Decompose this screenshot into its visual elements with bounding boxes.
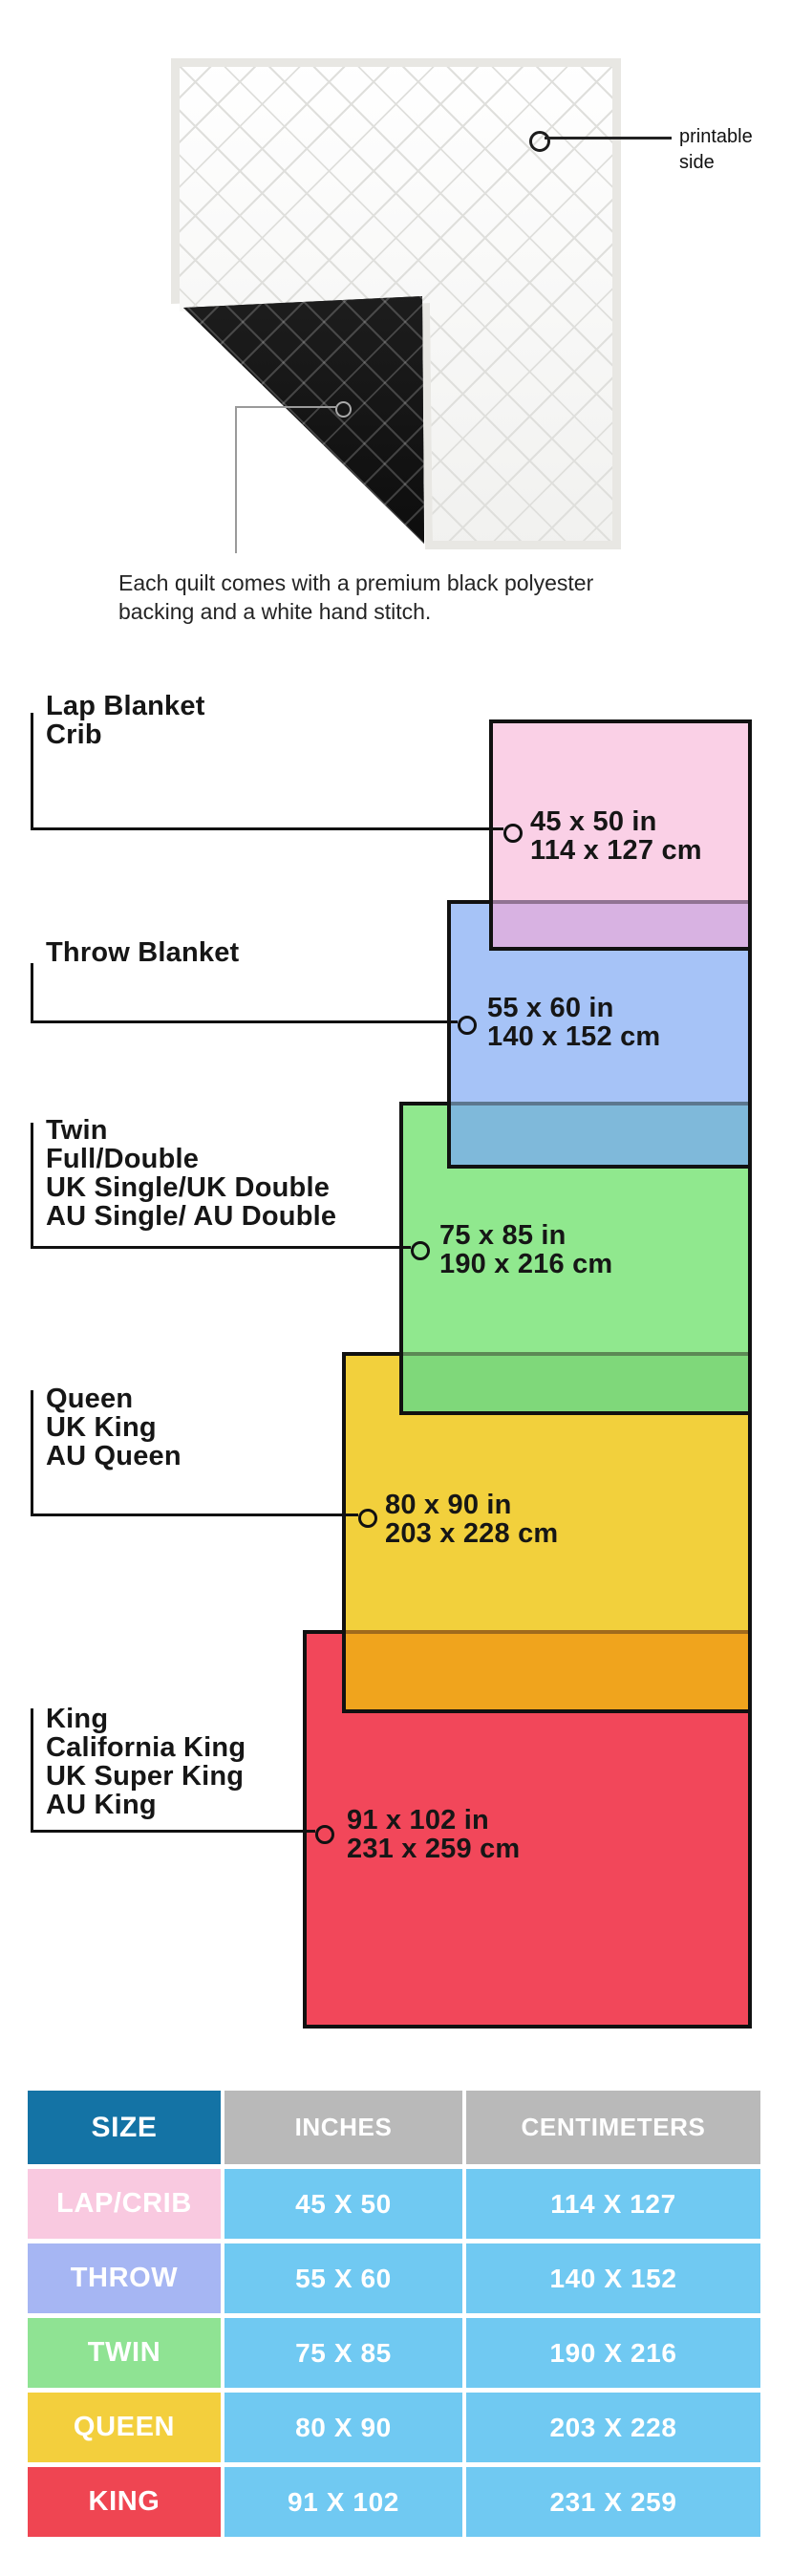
table-header-inches: INCHES [224,2091,462,2164]
leader-hline-throw [31,1020,458,1023]
black-backing-leader-line-horizontal [236,406,337,408]
dims-queen-cm: 203 x 228 cm [385,1518,559,1549]
label-lap-crib-line2: Crib [46,719,102,750]
table-row-queen-size: QUEEN [28,2393,221,2462]
overlap-band-pink-over-blue [493,900,748,947]
label-king-line1: King [46,1704,109,1734]
dims-throw-inches: 55 x 60 in [487,993,614,1023]
label-throw: Throw Blanket [46,938,239,967]
dims-lap-crib: 45 x 50 in 114 x 127 cm [530,807,702,865]
label-king-line4: AU King [46,1790,157,1820]
table-header-size: SIZE [28,2091,221,2164]
label-queen: Queen UK King AU Queen [46,1385,182,1470]
leader-hline-king [31,1830,315,1833]
dims-throw-cm: 140 x 152 cm [487,1021,661,1052]
table-row-queen-cm: 203 X 228 [466,2393,760,2462]
leader-circle-throw-icon [458,1016,477,1035]
dims-king-cm: 231 x 259 cm [347,1834,521,1864]
leader-circle-queen-icon [358,1509,377,1528]
black-backing-leader-line-vertical [235,406,237,553]
label-twin-line4: AU Single/ AU Double [46,1201,337,1232]
printable-side-label-line2: side [679,152,715,173]
size-table: SIZE INCHES CENTIMETERS LAP/CRIB 45 X 50… [28,2091,760,2537]
leader-vline-king [31,1708,33,1832]
label-twin-line2: Full/Double [46,1144,200,1174]
label-throw-line1: Throw Blanket [46,937,240,968]
table-header-centimeters: CENTIMETERS [466,2091,760,2164]
table-row-king-size: KING [28,2467,221,2537]
label-twin-line1: Twin [46,1115,108,1146]
quilt-caption: Each quilt comes with a premium black po… [118,569,593,626]
table-row-twin-size: TWIN [28,2318,221,2388]
table-row-queen-inches: 80 X 90 [224,2393,462,2462]
table-row-lap-size: LAP/CRIB [28,2169,221,2239]
label-queen-line3: AU Queen [46,1441,182,1471]
dims-twin-inches: 75 x 85 in [439,1220,567,1251]
black-backing-marker-icon [335,401,352,418]
table-row-lap-inches: 45 X 50 [224,2169,462,2239]
table-row-throw-inches: 55 X 60 [224,2243,462,2313]
leader-circle-king-icon [315,1825,334,1844]
label-king: King California King UK Super King AU Ki… [46,1705,246,1819]
leader-vline-lap [31,713,33,829]
quilt-caption-line2: backing and a white hand stitch. [118,599,432,624]
quilt-caption-line1: Each quilt comes with a premium black po… [118,570,594,595]
dims-throw: 55 x 60 in 140 x 152 cm [487,994,660,1051]
dims-twin: 75 x 85 in 190 x 216 cm [439,1221,612,1278]
overlap-band-yellow-over-red [346,1630,748,1709]
table-row-king-inches: 91 X 102 [224,2467,462,2537]
label-lap-crib: Lap Blanket Crib [46,692,205,749]
quilt-photo-black-backing-fold [183,296,424,544]
leader-circle-twin-icon [411,1241,430,1260]
table-row-twin-cm: 190 X 216 [466,2318,760,2388]
printable-side-label-line1: printable [679,126,753,147]
dims-twin-cm: 190 x 216 cm [439,1249,613,1279]
label-twin: Twin Full/Double UK Single/UK Double AU … [46,1116,336,1231]
leader-hline-lap [31,827,503,830]
label-king-line3: UK Super King [46,1761,245,1792]
printable-side-marker-icon [529,131,550,152]
table-row-king-cm: 231 X 259 [466,2467,760,2537]
label-queen-line1: Queen [46,1384,134,1414]
table-row-lap-cm: 114 X 127 [466,2169,760,2239]
leader-hline-twin [31,1246,411,1249]
dims-queen-inches: 80 x 90 in [385,1490,512,1520]
table-row-twin-inches: 75 X 85 [224,2318,462,2388]
label-lap-crib-line1: Lap Blanket [46,691,205,721]
table-row-throw-cm: 140 X 152 [466,2243,760,2313]
overlap-band-green-over-yellow [403,1352,748,1411]
printable-side-label: printable side [679,124,753,176]
leader-vline-twin [31,1123,33,1248]
leader-vline-queen [31,1390,33,1515]
dims-queen: 80 x 90 in 203 x 228 cm [385,1491,558,1548]
dims-lap-crib-inches: 45 x 50 in [530,806,657,837]
table-row-throw-size: THROW [28,2243,221,2313]
label-queen-line2: UK King [46,1412,157,1443]
printable-side-leader-line [545,137,672,140]
dims-king-inches: 91 x 102 in [347,1805,489,1835]
dims-king: 91 x 102 in 231 x 259 cm [347,1806,520,1863]
leader-vline-throw [31,963,33,1022]
leader-circle-lap-icon [503,824,523,843]
label-twin-line3: UK Single/UK Double [46,1172,331,1203]
overlap-band-blue-over-green [451,1102,748,1165]
dims-lap-crib-cm: 114 x 127 cm [530,835,702,866]
label-king-line2: California King [46,1732,246,1763]
leader-hline-queen [31,1513,358,1516]
